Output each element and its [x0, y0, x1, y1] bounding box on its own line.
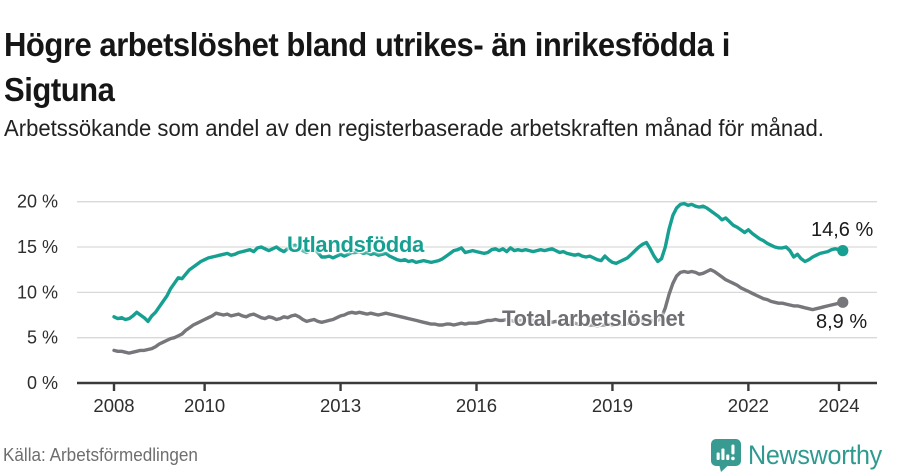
endpoint-dot-utlandsf-dda: [837, 245, 849, 257]
x-tick-label: 2019: [592, 395, 633, 416]
y-tick-label: 15 %: [17, 237, 58, 257]
x-tick-label: 2016: [456, 395, 497, 416]
line-utlandsf-dda: [112, 201, 845, 324]
x-tick-label: 2010: [184, 395, 225, 416]
y-tick-label: 10 %: [17, 282, 58, 302]
endpoint-dot-total-arbetsl-shet: [837, 296, 849, 308]
line-total-arbetsl-shet: [112, 268, 845, 355]
x-tick-label: 2013: [320, 395, 361, 416]
y-tick-label: 0 %: [27, 373, 58, 393]
series-label-total-arbetsloshet: Total arbetslöshet: [502, 306, 685, 331]
bar-chart-speech-bubble-icon: [710, 438, 741, 472]
newsworthy-logo[interactable]: Newsworthy: [710, 438, 892, 472]
x-tick-label: 2024: [818, 395, 859, 416]
end-value-utlandsfodda: 14,6 %: [811, 219, 874, 241]
y-tick-label: 20 %: [17, 192, 58, 212]
unemployment-line-chart: 0 % 5 % 10 % 15 % 20 % 2008 2010 2013 2016 2019 20…: [17, 192, 877, 416]
brand-name: Newsworthy: [747, 439, 882, 470]
x-tick-label: 2008: [93, 395, 134, 416]
end-value-total: 8,9 %: [816, 311, 868, 333]
page-subtitle: Arbetssökande som andel av den registerb…: [4, 115, 824, 141]
series-label-utlandsfodda: Utlandsfödda: [287, 232, 424, 257]
y-tick-label: 5 %: [27, 328, 58, 348]
source-note: Källa: Arbetsförmedlingen: [3, 445, 198, 465]
page-title: Högre arbetslöshet bland utrikes- än inr…: [4, 26, 730, 109]
x-tick-label: 2022: [728, 395, 769, 416]
